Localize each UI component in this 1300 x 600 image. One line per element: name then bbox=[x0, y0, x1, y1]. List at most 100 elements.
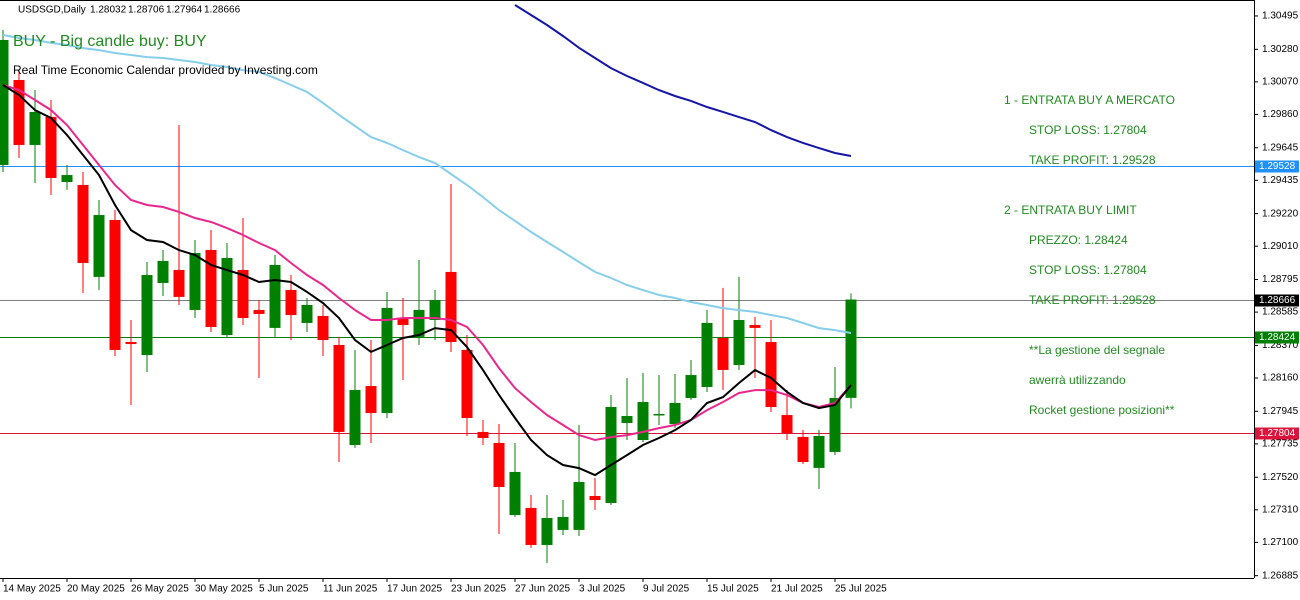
moving-average bbox=[2, 84, 852, 477]
candle-body bbox=[333, 344, 345, 432]
candle-body bbox=[493, 442, 505, 487]
candle-body bbox=[109, 220, 121, 350]
candle-body bbox=[429, 300, 441, 321]
ohlc-open: 1.28032 bbox=[90, 5, 127, 16]
candle-body bbox=[77, 184, 89, 263]
candle-body bbox=[525, 507, 537, 545]
signal-panel-text: awerrà utilizzando bbox=[1029, 373, 1126, 387]
y-tick-label: 1.30495 bbox=[1262, 11, 1299, 22]
y-tick-label: 1.27945 bbox=[1262, 406, 1299, 417]
y-tick-label: 1.29645 bbox=[1262, 142, 1299, 153]
y-tick-label: 1.27735 bbox=[1262, 439, 1299, 450]
x-tick-label: 5 Jun 2025 bbox=[259, 584, 309, 595]
candle-body bbox=[317, 315, 329, 341]
price-level-tag bbox=[1255, 294, 1299, 307]
candle-body bbox=[269, 264, 281, 328]
y-tick-label: 1.28370 bbox=[1262, 340, 1299, 351]
candle-body bbox=[589, 495, 601, 501]
candle-body bbox=[45, 116, 57, 178]
x-tick-label: 14 May 2025 bbox=[3, 584, 61, 595]
candle-body bbox=[301, 304, 313, 323]
x-tick-label: 21 Jul 2025 bbox=[771, 584, 823, 595]
x-tick-label: 20 May 2025 bbox=[67, 584, 125, 595]
candle-body bbox=[573, 482, 585, 530]
candle-body bbox=[509, 471, 521, 516]
candle-body bbox=[189, 253, 201, 310]
x-tick-label: 9 Jul 2025 bbox=[643, 584, 690, 595]
candle-body bbox=[605, 406, 617, 503]
y-tick-label: 1.28585 bbox=[1262, 307, 1299, 318]
calendar-note: Real Time Economic Calendar provided by … bbox=[13, 63, 318, 77]
candle-body bbox=[733, 320, 745, 365]
candle-body bbox=[253, 309, 265, 314]
signal-panel-text: 1 - ENTRATA BUY A MERCATO bbox=[1004, 93, 1175, 107]
candle-body bbox=[813, 435, 825, 468]
candle-body bbox=[541, 517, 553, 545]
signal-panel-text: TAKE PROFIT: 1.29528 bbox=[1029, 153, 1156, 167]
y-tick-label: 1.29860 bbox=[1262, 109, 1299, 120]
y-tick-label: 1.29220 bbox=[1262, 208, 1299, 219]
candle-body bbox=[0, 40, 9, 165]
candle-body bbox=[349, 389, 361, 445]
candle-body bbox=[285, 289, 297, 316]
candle-body bbox=[237, 269, 249, 318]
candle-body bbox=[445, 271, 457, 343]
moving-average bbox=[514, 4, 852, 157]
y-tick-label: 1.27520 bbox=[1262, 472, 1299, 483]
candle-body bbox=[669, 402, 681, 425]
y-tick-label: 1.28795 bbox=[1262, 274, 1299, 285]
x-tick-label: 25 Jul 2025 bbox=[835, 584, 887, 595]
candle-body bbox=[637, 402, 649, 441]
candle-body bbox=[221, 257, 233, 336]
price-level-label: 1.29528 bbox=[1259, 161, 1296, 172]
ohlc-close: 1.28666 bbox=[204, 5, 241, 16]
y-tick-label: 1.30070 bbox=[1262, 77, 1299, 88]
ohlc-low: 1.27964 bbox=[166, 5, 203, 16]
y-tick-label: 1.30280 bbox=[1262, 44, 1299, 55]
candle-body bbox=[61, 175, 73, 183]
price-level-tag bbox=[1255, 331, 1299, 344]
price-level-label: 1.28666 bbox=[1259, 295, 1296, 306]
candle-body bbox=[173, 269, 185, 297]
price-level-tag bbox=[1255, 160, 1299, 173]
ohlc-high: 1.28706 bbox=[128, 5, 165, 16]
candle-body bbox=[749, 324, 761, 328]
price-level-tag bbox=[1255, 427, 1299, 440]
x-tick-label: 11 Jun 2025 bbox=[323, 584, 378, 595]
candle-body bbox=[413, 309, 425, 337]
candle-body bbox=[381, 307, 393, 414]
candle-body bbox=[653, 413, 665, 416]
candle-body bbox=[461, 349, 473, 418]
candle-body bbox=[13, 80, 25, 145]
y-tick-label: 1.29010 bbox=[1262, 241, 1299, 252]
x-tick-label: 26 May 2025 bbox=[131, 584, 189, 595]
price-level-label: 1.27804 bbox=[1259, 428, 1296, 439]
y-tick-label: 1.27100 bbox=[1262, 537, 1299, 548]
plot-area bbox=[0, 4, 1254, 563]
y-tick-label: 1.29435 bbox=[1262, 175, 1299, 186]
candle-body bbox=[157, 260, 169, 283]
signal-text: BUY - Big candle buy: BUY bbox=[13, 33, 207, 50]
candle-body bbox=[125, 342, 137, 345]
candle-body bbox=[477, 431, 489, 438]
moving-average bbox=[2, 84, 852, 442]
candle-body bbox=[29, 111, 41, 145]
candle-body bbox=[781, 415, 793, 434]
signal-panel-text: 2 - ENTRATA BUY LIMIT bbox=[1004, 203, 1137, 217]
candle-body bbox=[717, 337, 729, 370]
x-tick-label: 17 Jun 2025 bbox=[387, 584, 442, 595]
candle-body bbox=[205, 249, 217, 327]
y-tick-label: 1.27310 bbox=[1262, 504, 1299, 515]
candle-body bbox=[93, 215, 105, 277]
x-tick-label: 15 Jul 2025 bbox=[707, 584, 759, 595]
symbol-title: USDSGD,Daily bbox=[18, 5, 86, 16]
candle-body bbox=[845, 299, 857, 398]
candle-body bbox=[365, 386, 377, 414]
moving-average bbox=[2, 34, 852, 334]
y-tick-label: 1.26885 bbox=[1262, 570, 1299, 581]
signal-panel-text: TAKE PROFIT: 1.29528 bbox=[1029, 293, 1156, 307]
candle-body bbox=[765, 342, 777, 407]
candle-body bbox=[621, 415, 633, 423]
candle-body bbox=[141, 275, 153, 356]
